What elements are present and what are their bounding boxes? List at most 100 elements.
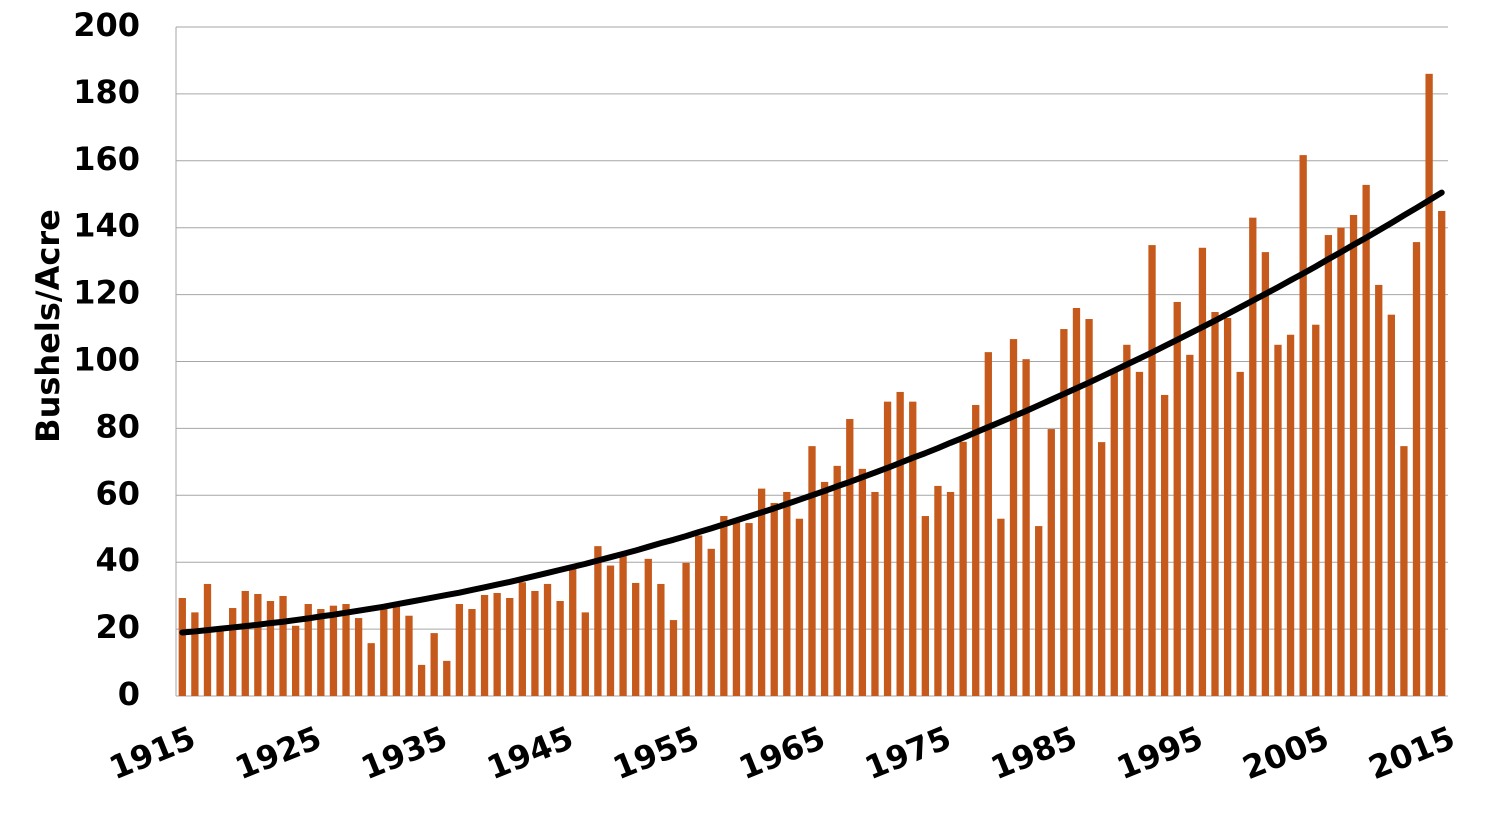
bar [581, 612, 589, 696]
y-tick-label: 200 [73, 6, 140, 44]
bar [518, 582, 526, 696]
bar [1349, 214, 1358, 696]
y-tick-label: 40 [95, 541, 140, 579]
bar [594, 546, 602, 696]
x-tick-label: 1915 [104, 719, 201, 788]
bar [770, 502, 778, 696]
bar [909, 401, 917, 696]
bar [216, 629, 224, 696]
bar [682, 562, 690, 696]
bar [934, 485, 942, 696]
bar [1047, 429, 1055, 696]
bar [1173, 301, 1181, 696]
bar [632, 582, 640, 696]
x-tick-label: 1985 [985, 719, 1082, 788]
bar [1223, 318, 1232, 696]
bar [1312, 324, 1320, 696]
bar [808, 446, 816, 696]
bar [443, 660, 451, 696]
bar [178, 597, 186, 696]
bar [266, 601, 275, 696]
bar [304, 604, 312, 696]
bar [203, 583, 212, 696]
bar [669, 620, 678, 696]
bar [279, 595, 287, 696]
bar [329, 605, 338, 696]
bar [657, 583, 665, 696]
bar [1286, 334, 1295, 696]
y-tick-label: 100 [73, 341, 140, 379]
bar [241, 590, 249, 696]
bar [695, 535, 703, 696]
bar [846, 419, 854, 696]
bar [468, 609, 476, 696]
bar [543, 583, 552, 696]
x-tick-label: 1995 [1111, 719, 1208, 788]
bar [1400, 446, 1408, 696]
bar [921, 516, 929, 696]
bar [493, 592, 501, 696]
bar [783, 491, 791, 696]
bar [1375, 284, 1383, 696]
bar [606, 565, 615, 696]
bar [946, 491, 955, 696]
bar [1249, 217, 1257, 697]
bar [896, 391, 904, 696]
bar [820, 481, 829, 696]
bar [871, 491, 879, 696]
bar [972, 404, 980, 696]
bar [291, 625, 300, 696]
y-tick-label: 20 [95, 608, 140, 646]
bar [317, 609, 325, 696]
bar [229, 608, 237, 696]
bar [1035, 526, 1043, 696]
bar [1186, 354, 1194, 696]
x-tick-label: 1935 [356, 719, 453, 788]
y-tick-label: 120 [73, 274, 140, 312]
bar [569, 568, 577, 696]
bar [757, 488, 766, 696]
bar [480, 594, 489, 696]
bar [506, 597, 514, 696]
bar [1261, 252, 1270, 696]
x-tick-label: 1945 [482, 719, 579, 788]
bar [1425, 73, 1433, 696]
bar [531, 590, 539, 696]
x-tick-label: 2005 [1237, 719, 1334, 788]
bar [1135, 371, 1144, 696]
bar [1110, 371, 1118, 696]
bar [1160, 394, 1169, 696]
bar [833, 465, 841, 696]
bar [392, 605, 401, 696]
bar [997, 518, 1005, 696]
x-tick-label: 1975 [859, 719, 956, 788]
bar [1072, 307, 1081, 696]
bar [1060, 329, 1068, 696]
bar [1299, 155, 1307, 696]
bar [1085, 319, 1093, 696]
bar [619, 552, 627, 696]
trend-line [179, 189, 1445, 636]
y-tick-label: 140 [73, 207, 140, 245]
bar [1324, 235, 1333, 696]
bar [342, 604, 350, 696]
bar [1412, 242, 1421, 696]
bar [354, 618, 363, 696]
bar [1098, 442, 1106, 696]
bar [644, 558, 652, 696]
bar [732, 522, 741, 696]
bar [795, 518, 804, 696]
bar [1438, 210, 1446, 696]
x-tick-label: 2015 [1363, 719, 1460, 788]
y-tick-label: 160 [73, 140, 140, 178]
bar [1274, 344, 1282, 696]
bar [707, 548, 715, 696]
bar [1148, 245, 1156, 696]
bar [405, 615, 413, 696]
bar [858, 468, 867, 696]
bar [254, 593, 262, 696]
y-tick-label: 0 [118, 675, 140, 713]
bar [720, 516, 728, 696]
bar [959, 441, 967, 696]
